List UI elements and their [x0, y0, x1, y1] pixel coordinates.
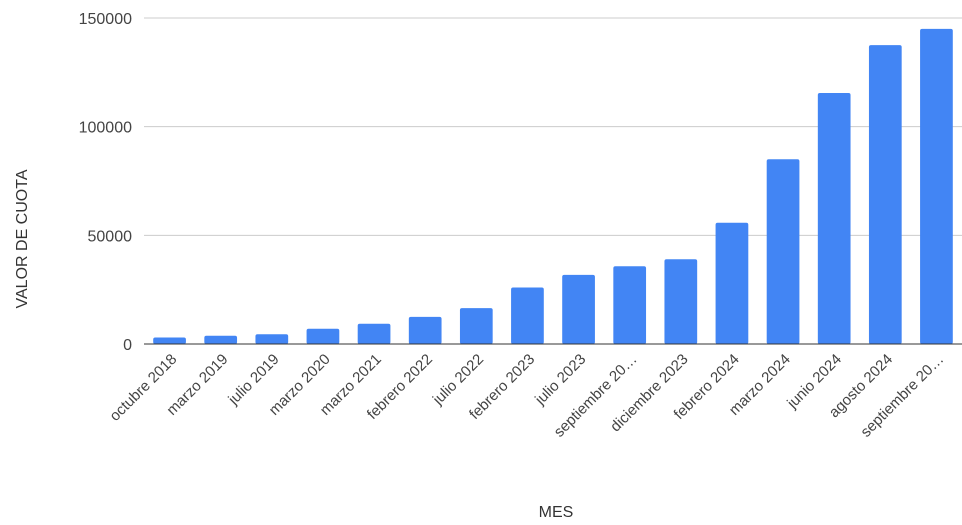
bar [357, 323, 391, 344]
bar [920, 28, 953, 344]
bar [766, 159, 800, 344]
bar [255, 334, 289, 344]
bars [153, 28, 953, 345]
bar [153, 337, 186, 344]
bar [306, 328, 340, 344]
bar [562, 274, 595, 344]
bar [664, 259, 698, 344]
bar [459, 308, 493, 344]
bar [511, 287, 544, 344]
y-axis-title: VALOR DE CUOTA [14, 169, 31, 308]
bar [868, 45, 902, 345]
bar [715, 222, 749, 344]
y-tick-label: 50000 [88, 228, 133, 245]
y-tick-label: 0 [123, 337, 132, 354]
bar [817, 92, 851, 344]
y-axis-ticks: 0 50000 100000 150000 [79, 11, 132, 354]
x-axis-title: MES [539, 504, 574, 521]
y-tick-label: 150000 [79, 11, 132, 28]
bar [204, 335, 238, 344]
y-tick-label: 100000 [79, 120, 132, 137]
bar [408, 316, 442, 344]
bar [613, 266, 647, 344]
